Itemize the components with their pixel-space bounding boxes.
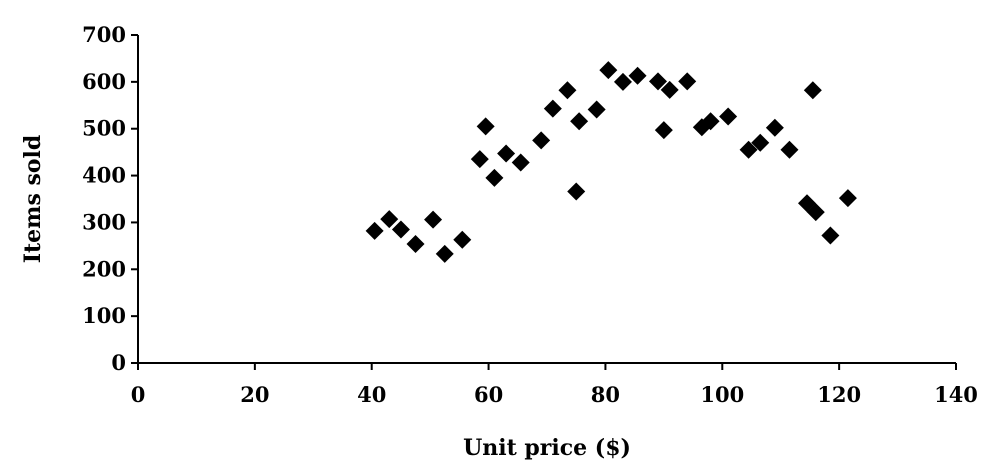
data-point (599, 61, 618, 80)
data-point (485, 168, 504, 187)
data-point (739, 140, 758, 159)
data-point (701, 112, 720, 131)
data-point (532, 131, 551, 150)
data-point (751, 133, 770, 152)
data-point (613, 72, 632, 91)
data-point (780, 140, 799, 159)
x-tick-label: 120 (817, 382, 861, 407)
data-point (654, 121, 673, 140)
data-point (365, 221, 384, 240)
x-tick-label: 20 (240, 382, 269, 407)
y-tick-label: 400 (82, 163, 126, 188)
data-point (803, 81, 822, 100)
y-tick-label: 700 (82, 22, 126, 47)
data-point (660, 80, 679, 99)
data-point (628, 66, 647, 85)
data-point (649, 72, 668, 91)
x-tick-label: 40 (357, 382, 386, 407)
y-tick-label: 200 (82, 256, 126, 281)
data-point (587, 100, 606, 119)
data-point (719, 107, 738, 126)
data-point (470, 150, 489, 169)
data-point (543, 99, 562, 118)
data-point (678, 72, 697, 91)
data-point (511, 153, 530, 172)
data-point (806, 203, 825, 222)
y-tick-label: 100 (82, 303, 126, 328)
data-point (558, 81, 577, 100)
x-tick-label: 60 (474, 382, 503, 407)
data-point (380, 210, 399, 229)
x-axis-ticks: 0 20 40 60 80 100 120 140 (131, 363, 978, 407)
data-point (838, 189, 857, 208)
y-axis-title: Items sold (20, 135, 46, 264)
y-tick-label: 500 (82, 116, 126, 141)
x-tick-label: 140 (934, 382, 978, 407)
x-tick-label: 100 (700, 382, 744, 407)
data-point (435, 244, 454, 263)
data-point (821, 226, 840, 245)
data-point (476, 117, 495, 136)
data-point (406, 234, 425, 253)
data-point (391, 220, 410, 239)
data-point (567, 182, 586, 201)
x-tick-label: 80 (591, 382, 620, 407)
x-tick-label: 0 (131, 382, 146, 407)
data-point (453, 230, 472, 249)
y-tick-label: 600 (82, 69, 126, 94)
y-axis-ticks: 0 100 200 300 400 500 600 700 (82, 22, 138, 375)
y-tick-label: 300 (82, 209, 126, 234)
data-point (424, 210, 443, 229)
data-point (570, 112, 589, 131)
data-point (497, 144, 516, 163)
data-point (765, 118, 784, 137)
data-points (365, 61, 857, 263)
y-tick-label: 0 (111, 350, 126, 375)
x-axis-title: Unit price ($) (463, 435, 631, 461)
